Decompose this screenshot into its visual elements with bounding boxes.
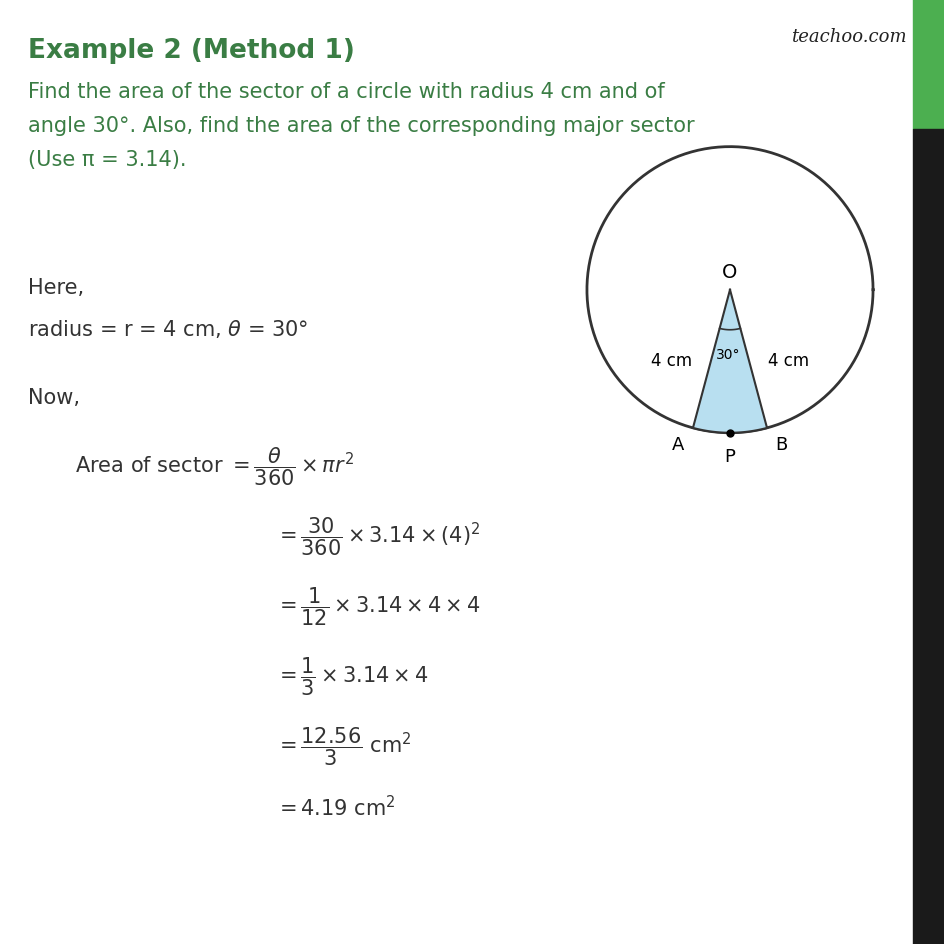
Bar [912, 130, 944, 944]
Text: Here,: Here, [28, 278, 84, 297]
Text: $= \dfrac{1}{12} \times 3.14 \times 4 \times 4$: $= \dfrac{1}{12} \times 3.14 \times 4 \t… [275, 584, 480, 627]
Text: $= 4.19$ cm$^2$: $= 4.19$ cm$^2$ [275, 794, 396, 819]
Text: radius = r = 4 cm, $\theta$ = 30°: radius = r = 4 cm, $\theta$ = 30° [28, 318, 308, 340]
Text: B: B [775, 435, 787, 453]
Wedge shape [692, 291, 767, 433]
Text: $= \dfrac{12.56}{3}$ cm$^2$: $= \dfrac{12.56}{3}$ cm$^2$ [275, 724, 411, 767]
Text: (Use π = 3.14).: (Use π = 3.14). [28, 150, 186, 170]
Text: Example 2 (Method 1): Example 2 (Method 1) [28, 38, 355, 64]
Text: 4 cm: 4 cm [767, 351, 808, 370]
Text: angle 30°. Also, find the area of the corresponding major sector: angle 30°. Also, find the area of the co… [28, 116, 694, 136]
Text: $= \dfrac{1}{3} \times 3.14 \times 4$: $= \dfrac{1}{3} \times 3.14 \times 4$ [275, 654, 428, 697]
Text: Area of sector $= \dfrac{\theta}{360} \times \pi r^2$: Area of sector $= \dfrac{\theta}{360} \t… [75, 445, 354, 487]
Text: 30°: 30° [716, 347, 740, 362]
Text: $= \dfrac{30}{360} \times 3.14 \times (4)^2$: $= \dfrac{30}{360} \times 3.14 \times (4… [275, 514, 480, 557]
Text: 4 cm: 4 cm [650, 351, 692, 370]
Text: O: O [721, 262, 737, 282]
Text: A: A [671, 435, 683, 453]
Text: P: P [724, 447, 734, 465]
Text: Find the area of the sector of a circle with radius 4 cm and of: Find the area of the sector of a circle … [28, 82, 664, 102]
Bar [912, 0, 944, 130]
Text: teachoo.com: teachoo.com [790, 28, 906, 46]
Text: Now,: Now, [28, 388, 80, 408]
